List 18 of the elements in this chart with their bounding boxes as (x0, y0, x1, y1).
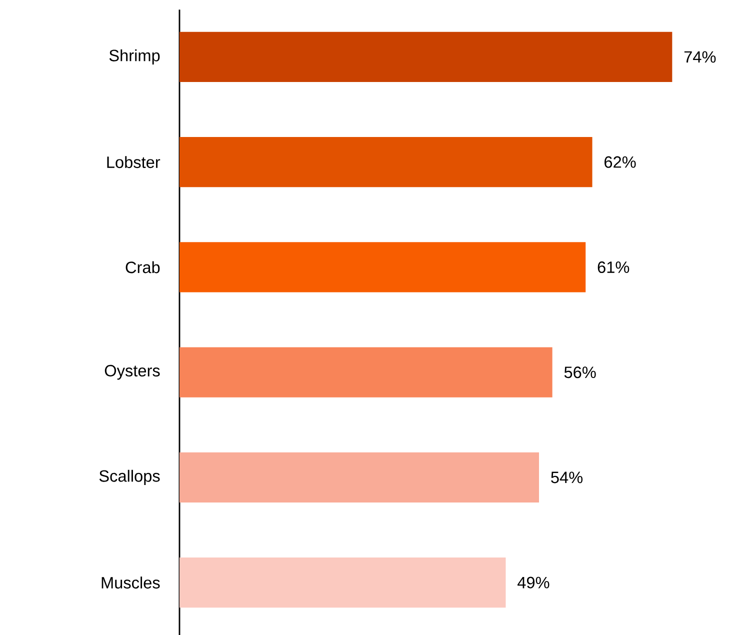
bar (179, 32, 672, 82)
bar (179, 242, 586, 292)
y-tick-label: Shrimp (109, 49, 160, 64)
bar (179, 452, 540, 502)
y-tick-label: Crab (126, 261, 160, 274)
data-label: 62% (604, 156, 636, 168)
data-label: 56% (564, 366, 596, 378)
bar (179, 136, 592, 188)
data-label: 54% (551, 472, 583, 484)
data-label: 49% (518, 576, 550, 588)
y-tick-label: Scallops (99, 470, 160, 485)
data-label: 74% (684, 51, 716, 63)
data-label: 61% (598, 261, 630, 273)
y-tick-label: Oysters (104, 364, 160, 380)
y-tick-label: Lobster (107, 156, 160, 168)
bar (179, 347, 552, 398)
bar (179, 557, 506, 608)
y-tick-label: Muscles (102, 576, 160, 589)
